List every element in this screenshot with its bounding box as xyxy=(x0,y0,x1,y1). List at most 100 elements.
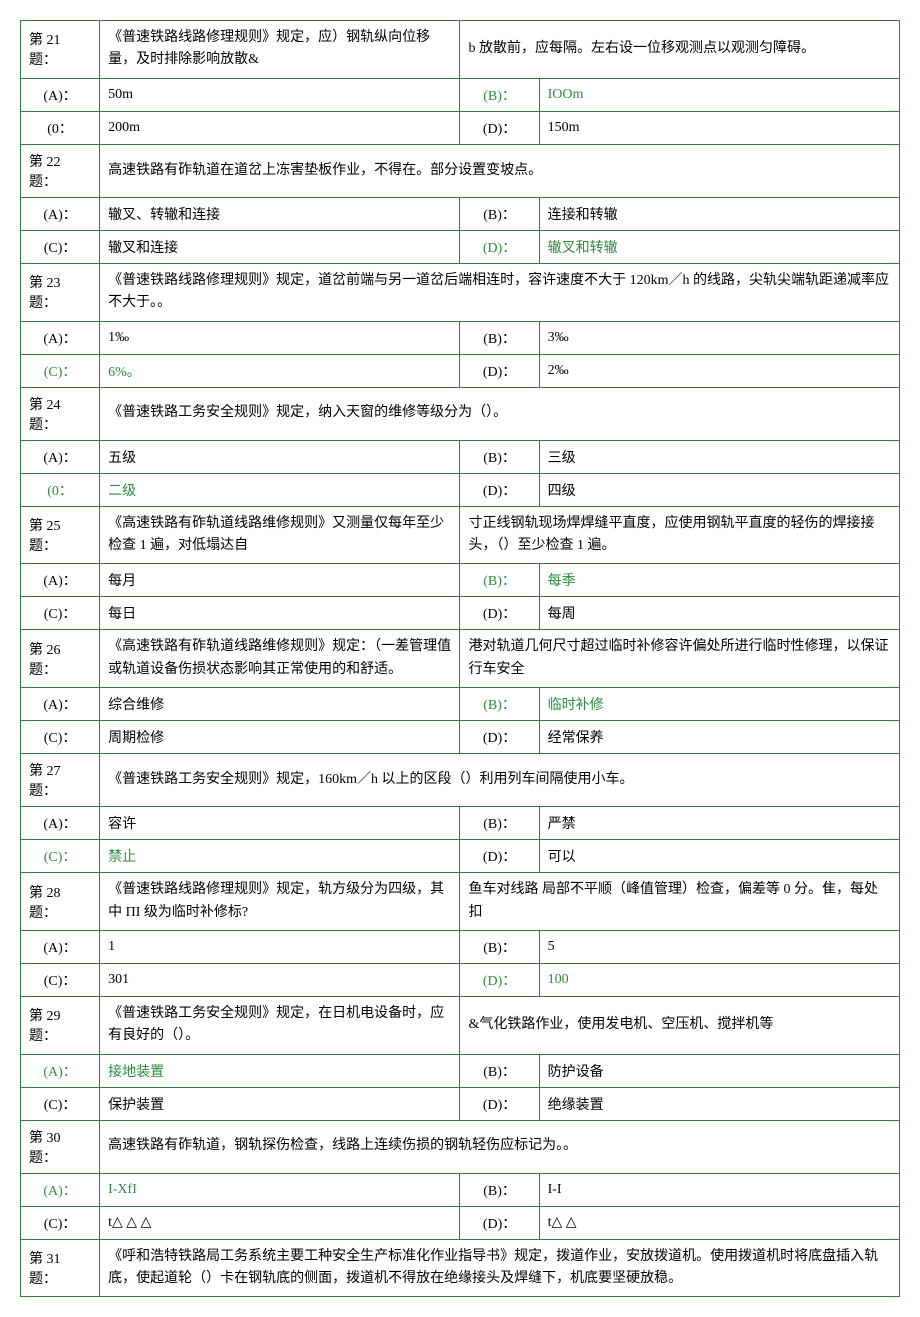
option-row: (A)：五级(B)：三级 xyxy=(21,440,900,473)
option-text: 每日 xyxy=(100,597,460,630)
option-text: 每周 xyxy=(539,597,899,630)
option-label: (B)： xyxy=(460,440,539,473)
option-label: (B)： xyxy=(460,930,539,963)
option-row: (0：二级(D)：四级 xyxy=(21,473,900,506)
option-label: (C)： xyxy=(21,354,100,387)
option-label: (B)： xyxy=(460,1054,539,1087)
option-row: (A)：1(B)：5 xyxy=(21,930,900,963)
question-number: 第 31 题： xyxy=(21,1239,100,1297)
question-row: 第 26 题：《高速铁路有砟轨道线路维修规则》规定：（一差管理值或轨道设备伤损状… xyxy=(21,630,900,688)
option-text: t△ △ △ xyxy=(100,1206,460,1239)
option-text: 辙叉和连接 xyxy=(100,230,460,263)
option-text: 周期检修 xyxy=(100,721,460,754)
option-text: 综合维修 xyxy=(100,688,460,721)
question-number: 第 24 题： xyxy=(21,387,100,440)
option-text: 连接和转辙 xyxy=(539,197,899,230)
option-label: (B)： xyxy=(460,321,539,354)
option-text: 2‰ xyxy=(539,354,899,387)
option-label: (A)： xyxy=(21,1173,100,1206)
option-label: (C)： xyxy=(21,230,100,263)
option-text: I-XfI xyxy=(100,1173,460,1206)
option-label: (A)： xyxy=(21,440,100,473)
option-text: 二级 xyxy=(100,473,460,506)
option-row: (A)：综合维修(B)：临时补修 xyxy=(21,688,900,721)
question-text: 《普速铁路工务安全规则》规定，160km／h 以上的区段（）利用列车间隔使用小车… xyxy=(100,754,900,807)
option-label: (A)： xyxy=(21,321,100,354)
option-row: (C)：辙叉和连接(D)：辙叉和转辙 xyxy=(21,230,900,263)
question-text-right: &气化铁路作业，使用发电机、空压机、搅拌机等 xyxy=(460,996,900,1054)
option-text: t△ △ xyxy=(539,1206,899,1239)
option-row: (A)：接地装置(B)：防护设备 xyxy=(21,1054,900,1087)
option-row: (A)：1‰(B)：3‰ xyxy=(21,321,900,354)
question-row: 第 27 题：《普速铁路工务安全规则》规定，160km／h 以上的区段（）利用列… xyxy=(21,754,900,807)
option-label: (C)： xyxy=(21,963,100,996)
option-text: 3‰ xyxy=(539,321,899,354)
question-row: 第 23 题：《普速铁路线路修理规则》规定，道岔前端与另一道岔后端相连时，容许速… xyxy=(21,263,900,321)
option-text: 1‰ xyxy=(100,321,460,354)
question-number: 第 27 题： xyxy=(21,754,100,807)
option-label: (D)： xyxy=(460,354,539,387)
option-text: 禁止 xyxy=(100,840,460,873)
option-text: 接地装置 xyxy=(100,1054,460,1087)
option-row: (A)：辙叉、转辙和连接(B)：连接和转辙 xyxy=(21,197,900,230)
exam-table: 第 21 题：《普速铁路线路修理规则》规定，应）钢轨纵向位移量，及时排除影响放散… xyxy=(20,20,900,1297)
question-number: 第 30 题： xyxy=(21,1120,100,1173)
question-text-left: 《高速铁路有砟轨道线路维修规则》又测量仅每年至少检查 1 遍，对低塌达自 xyxy=(100,506,460,564)
option-row: (C)：周期检修(D)：经常保养 xyxy=(21,721,900,754)
option-label: (B)： xyxy=(460,1173,539,1206)
option-text: I-I xyxy=(539,1173,899,1206)
question-number: 第 22 题： xyxy=(21,144,100,197)
question-text-right: b 放散前，应每隔。左右设一位移观测点以观测匀障碍。 xyxy=(460,21,900,79)
option-text: 301 xyxy=(100,963,460,996)
option-row: (A)：每月(B)：每季 xyxy=(21,564,900,597)
option-text: 150m xyxy=(539,111,899,144)
option-label: (A)： xyxy=(21,930,100,963)
option-text: 绝缘装置 xyxy=(539,1087,899,1120)
question-row: 第 24 题：《普速铁路工务安全规则》规定，纳入天窗的维修等级分为（）。 xyxy=(21,387,900,440)
option-text: 辙叉、转辙和连接 xyxy=(100,197,460,230)
option-label: (C)： xyxy=(21,1206,100,1239)
option-text: 可以 xyxy=(539,840,899,873)
question-text: 《普速铁路线路修理规则》规定，道岔前端与另一道岔后端相连时，容许速度不大于 12… xyxy=(100,263,900,321)
option-text: 100 xyxy=(539,963,899,996)
option-text: 严禁 xyxy=(539,807,899,840)
option-text: 三级 xyxy=(539,440,899,473)
option-text: 辙叉和转辙 xyxy=(539,230,899,263)
option-text: 200m xyxy=(100,111,460,144)
question-row: 第 30 题：高速铁路有砟轨道，钢轨探伤检查，线路上连续伤损的钢轨轻伤应标记为。… xyxy=(21,1120,900,1173)
question-row: 第 21 题：《普速铁路线路修理规则》规定，应）钢轨纵向位移量，及时排除影响放散… xyxy=(21,21,900,79)
question-text: 《普速铁路工务安全规则》规定，纳入天窗的维修等级分为（）。 xyxy=(100,387,900,440)
option-row: (0：200m(D)：150m xyxy=(21,111,900,144)
question-text-right: 寸正线钢轨现场焊焊缝平直度，应使用钢轨平直度的轻伤的焊接接头，（）至少检查 1 … xyxy=(460,506,900,564)
option-row: (C)：301(D)：100 xyxy=(21,963,900,996)
question-text: 高速铁路有砟轨道，钢轨探伤检查，线路上连续伤损的钢轨轻伤应标记为。。 xyxy=(100,1120,900,1173)
option-label: (D)： xyxy=(460,1206,539,1239)
option-text: 5 xyxy=(539,930,899,963)
question-text-left: 《普速铁路线路修理规则》规定，应）钢轨纵向位移量，及时排除影响放散& xyxy=(100,21,460,79)
option-label: (D)： xyxy=(460,473,539,506)
option-row: (C)：保护装置(D)：绝缘装置 xyxy=(21,1087,900,1120)
question-text-right: 鱼车对线路 局部不平顺（峰值管理）检查，偏差等 0 分。隹，每处扣 xyxy=(460,873,900,931)
option-label: (A)： xyxy=(21,564,100,597)
option-text: 每月 xyxy=(100,564,460,597)
question-row: 第 22 题：高速铁路有砟轨道在道岔上冻害垫板作业，不得在。部分设置变坡点。 xyxy=(21,144,900,197)
option-text: 1 xyxy=(100,930,460,963)
question-number: 第 26 题： xyxy=(21,630,100,688)
option-label: (0： xyxy=(21,473,100,506)
option-label: (C)： xyxy=(21,721,100,754)
option-row: (C)：每日(D)：每周 xyxy=(21,597,900,630)
question-row: 第 31 题：《呼和浩特铁路局工务系统主要工种安全生产标准化作业指导书》规定，拨… xyxy=(21,1239,900,1297)
option-row: (A)：容许(B)：严禁 xyxy=(21,807,900,840)
option-text: IOOm xyxy=(539,78,899,111)
option-label: (B)： xyxy=(460,564,539,597)
option-label: (C)： xyxy=(21,1087,100,1120)
question-number: 第 28 题： xyxy=(21,873,100,931)
option-label: (D)： xyxy=(460,111,539,144)
option-row: (C)：t△ △ △(D)：t△ △ xyxy=(21,1206,900,1239)
option-label: (B)： xyxy=(460,807,539,840)
option-row: (C)：6%。(D)：2‰ xyxy=(21,354,900,387)
question-number: 第 29 题： xyxy=(21,996,100,1054)
option-label: (A)： xyxy=(21,1054,100,1087)
option-text: 五级 xyxy=(100,440,460,473)
option-text: 临时补修 xyxy=(539,688,899,721)
